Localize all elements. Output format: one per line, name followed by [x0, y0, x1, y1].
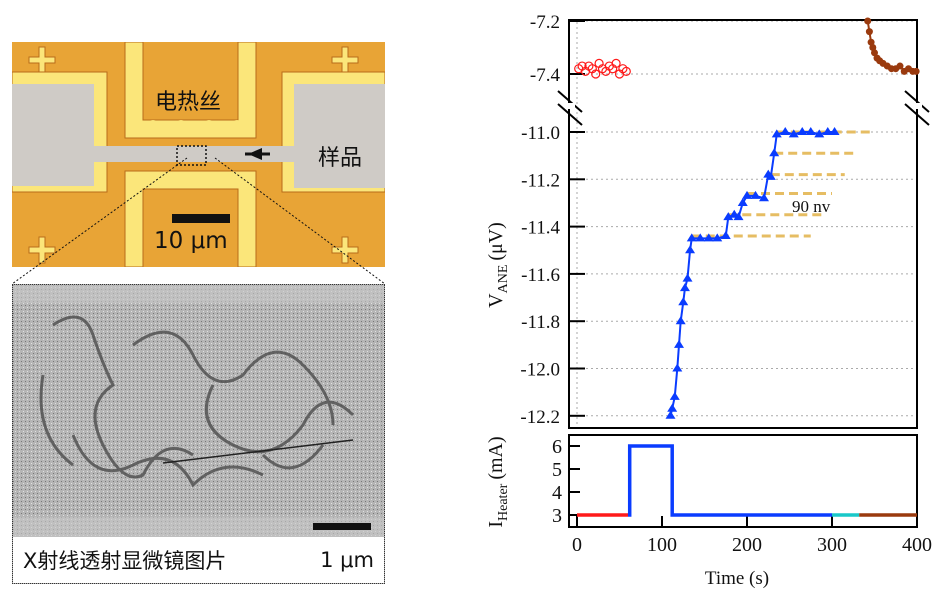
- data-point: [750, 190, 761, 199]
- data-point: [621, 66, 631, 76]
- y-tick-label: 3: [552, 505, 562, 527]
- data-point: [665, 410, 676, 419]
- data-point: [672, 363, 683, 372]
- data-point: [669, 391, 680, 400]
- scale-bar: [172, 214, 230, 223]
- data-point: [867, 38, 875, 46]
- heater-pad-top: [124, 42, 257, 139]
- data-point: [611, 58, 621, 69]
- xray-scale-bar: [313, 523, 371, 530]
- data-point: [805, 127, 816, 135]
- axis-break-left: [557, 90, 583, 126]
- data-point: [865, 28, 873, 36]
- data-point: [765, 171, 776, 180]
- data-point: [771, 129, 782, 138]
- xray-caption-text: X射线透射显微镜图片: [23, 549, 227, 573]
- y-tick-label: -7.4: [530, 65, 561, 86]
- data-point: [686, 233, 697, 242]
- x-tick-label: 200: [732, 534, 762, 556]
- data-point: [667, 403, 678, 412]
- sample-label: 样品: [318, 146, 363, 171]
- data-point: [814, 129, 825, 138]
- data-point: [679, 283, 690, 292]
- data-point: [912, 67, 920, 75]
- y-tick-label: -11.0: [521, 123, 560, 144]
- data-point: [591, 69, 601, 79]
- heater-label: 电热丝: [155, 90, 222, 115]
- data-point: [829, 127, 840, 135]
- data-point: [682, 273, 693, 282]
- data-point: [869, 44, 877, 51]
- alignment-mark: [331, 236, 359, 264]
- y-tick-label: -11.2: [521, 170, 560, 191]
- arrow-icon: [248, 148, 262, 160]
- y-tick-label: -11.8: [521, 312, 560, 333]
- data-point: [723, 212, 734, 221]
- xray-micrograph: X射线透射显微镜图片 1 μm: [12, 284, 385, 584]
- zoom-connectors: [11, 157, 386, 285]
- xray-caption: X射线透射显微镜图片 1 μm: [13, 537, 384, 583]
- device-drawing: [12, 42, 385, 267]
- x-tick-label: 300: [817, 534, 847, 556]
- optical-micrograph: 电热丝 样品 10 μm: [12, 42, 385, 267]
- xray-scale-label: 1 μm: [320, 548, 374, 572]
- sample-strip: [94, 146, 294, 162]
- y-tick-label: 5: [552, 459, 562, 481]
- x-tick-label: 400: [902, 534, 932, 556]
- heater-current-segment: [627, 444, 832, 517]
- x-tick-label: 100: [647, 534, 677, 556]
- y-tick-label: 6: [552, 436, 562, 458]
- domain-pattern: [13, 285, 384, 539]
- data-point: [788, 129, 799, 138]
- y-tick-label: -7.2: [530, 12, 560, 33]
- x-tick-label: 0: [572, 534, 582, 556]
- annotation-90nv: 90 nv: [792, 197, 831, 216]
- data-point: [674, 339, 684, 348]
- y-tick-label: -11.4: [521, 218, 560, 239]
- data-point: [675, 316, 686, 325]
- data-point: [678, 297, 689, 306]
- data-point: [712, 233, 723, 242]
- upper-plot-frame: [568, 19, 918, 429]
- y-tick-label: 4: [552, 482, 562, 504]
- y-tick-label: -12.2: [520, 407, 560, 428]
- data-point: [737, 197, 748, 206]
- data-point: [703, 233, 714, 242]
- data-point: [695, 233, 706, 242]
- data-point: [733, 212, 744, 221]
- scale-label: 10 μm: [154, 228, 228, 254]
- data-point: [759, 193, 769, 202]
- data-point: [871, 49, 878, 57]
- data-point: [864, 17, 872, 25]
- y-tick-label: -12.0: [520, 360, 560, 381]
- upper-y-label: VANE(μV): [485, 222, 511, 308]
- data-point: [797, 127, 808, 135]
- y-tick-label: -11.6: [521, 265, 560, 286]
- lower-plot-frame: [568, 434, 918, 528]
- data-point: [780, 127, 791, 135]
- data-point: [685, 245, 696, 254]
- data-point: [720, 231, 731, 240]
- axis-break-right: [904, 90, 930, 126]
- data-point: [742, 190, 752, 199]
- data-point: [769, 148, 780, 157]
- x-axis-label: Time (s): [705, 568, 769, 589]
- lower-y-label: IHeater(mA): [485, 436, 511, 527]
- alignment-mark: [28, 236, 56, 264]
- data-point: [896, 62, 904, 70]
- data-point: [822, 127, 833, 135]
